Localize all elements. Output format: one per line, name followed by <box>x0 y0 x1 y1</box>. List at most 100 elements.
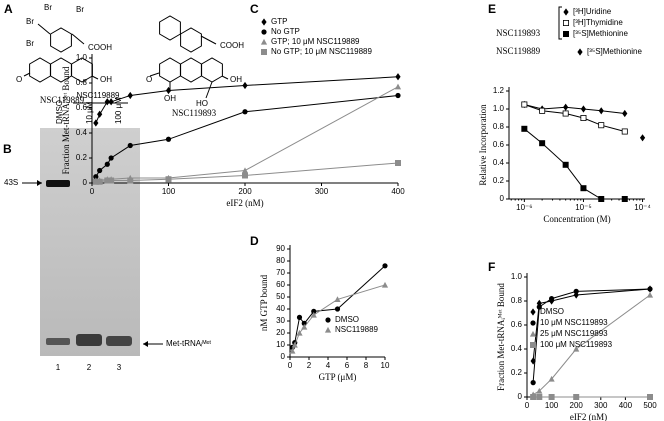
data-point <box>301 323 308 330</box>
data-point <box>127 91 133 100</box>
y-tick-label: 90 <box>276 244 285 253</box>
legend-label: [³⁵S]Methionine <box>573 29 628 38</box>
series-line <box>524 104 625 132</box>
data-point <box>311 308 317 314</box>
data-point <box>598 107 604 115</box>
band <box>76 334 102 346</box>
lane-label: 100 μM <box>114 97 123 124</box>
data-point <box>647 286 653 292</box>
lane-number: 1 <box>56 363 61 372</box>
data-point <box>291 341 298 348</box>
x-tick-label: 6 <box>345 361 350 370</box>
data-point <box>242 81 248 90</box>
y-tick-label: 60 <box>276 280 285 289</box>
x-axis-label: eIF2 (nM) <box>226 198 263 208</box>
structures <box>23 15 229 99</box>
data-point <box>165 176 172 183</box>
x-tick-label: 0 <box>288 361 293 370</box>
compound-label: NSC119889 <box>40 95 85 105</box>
data-point <box>381 281 389 288</box>
panel-letter: A <box>4 2 13 16</box>
legend-marker <box>261 18 267 26</box>
y-tick-label: 0.4 <box>493 158 505 167</box>
data-point <box>104 161 110 167</box>
x-tick-label: 10⁻⁵ <box>575 203 591 212</box>
legend-marker <box>577 48 583 56</box>
atom: OH <box>100 75 112 84</box>
ring <box>159 15 181 41</box>
lane-label: 10 μM <box>85 101 94 124</box>
y-tick-label: 0.2 <box>511 368 523 377</box>
data-point <box>580 105 587 113</box>
data-point <box>562 161 569 168</box>
legend-marker <box>530 320 536 326</box>
data-point <box>394 83 402 90</box>
legend-marker <box>530 341 537 348</box>
y-axis-label: Fraction Met-tRNAᵢᴹᵉᵗ Bound <box>61 66 71 174</box>
x-tick-label: 400 <box>391 187 405 196</box>
data-point <box>127 142 133 149</box>
bond <box>71 33 85 45</box>
data-point <box>165 136 172 142</box>
atom: HO <box>196 99 208 108</box>
x-axis-label: Concentration (M) <box>543 214 610 224</box>
legend-group-label: NSC119889 <box>496 46 541 56</box>
data-point <box>573 288 579 294</box>
x-tick-label: 400 <box>619 401 633 410</box>
data-point <box>127 177 134 184</box>
y-tick-label: 40 <box>276 304 285 313</box>
ring <box>29 57 51 83</box>
legend-marker <box>530 308 536 316</box>
y-tick-label: 1.0 <box>76 53 88 62</box>
data-point <box>395 92 401 99</box>
y-tick-label: 70 <box>276 268 285 277</box>
y-tick-label: 0.4 <box>76 128 88 137</box>
atom: O <box>146 75 152 84</box>
y-tick-label: 0.6 <box>493 140 505 149</box>
y-tick-label: 0 <box>500 194 505 203</box>
legend-marker <box>563 8 569 16</box>
series-line <box>95 76 399 124</box>
data-point <box>530 380 536 386</box>
data-point <box>536 304 542 310</box>
compound-label: NSC119889 <box>77 91 121 100</box>
atom: Br <box>26 39 34 48</box>
ring <box>180 57 202 83</box>
x-tick-label: 200 <box>238 187 252 196</box>
y-tick-label: 0.8 <box>493 122 505 131</box>
y-axis-label: Relative Incorporation <box>478 104 488 186</box>
data-point <box>334 306 341 312</box>
legend-label: 25 μM NSC119893 <box>540 329 608 338</box>
data-point <box>598 195 605 202</box>
legend-label: No GTP; 10 μM NSC119889 <box>271 47 373 56</box>
bond <box>91 75 99 80</box>
y-tick-label: 0.8 <box>76 78 88 87</box>
series-line <box>291 265 386 348</box>
data-point <box>536 387 543 394</box>
atom: Br <box>76 5 84 14</box>
data-point <box>382 263 388 269</box>
data-point <box>639 134 646 142</box>
atom: Br <box>44 3 52 12</box>
x-tick-label: 100 <box>545 401 559 410</box>
data-point <box>241 167 249 174</box>
y-tick-label: 10 <box>276 340 285 349</box>
band-label: Met-tRNAᵢᴹᵉᵗ <box>166 339 211 348</box>
data-point <box>580 115 587 122</box>
data-point <box>621 128 628 135</box>
y-tick-label: 0.6 <box>76 103 88 112</box>
data-point <box>108 155 114 161</box>
data-point <box>97 167 103 174</box>
y-tick-label: 0.4 <box>511 344 523 353</box>
y-tick-label: 80 <box>276 256 285 265</box>
data-point <box>548 375 555 382</box>
data-point <box>93 119 99 127</box>
lane-label: DMSO <box>55 100 64 124</box>
x-tick-label: 300 <box>594 401 608 410</box>
data-point <box>296 314 303 320</box>
legend-marker <box>529 330 537 337</box>
x-tick-label: 0 <box>90 187 95 196</box>
y-tick-label: 50 <box>276 292 285 301</box>
panel-letter: F <box>488 260 495 274</box>
data-point <box>310 311 317 318</box>
